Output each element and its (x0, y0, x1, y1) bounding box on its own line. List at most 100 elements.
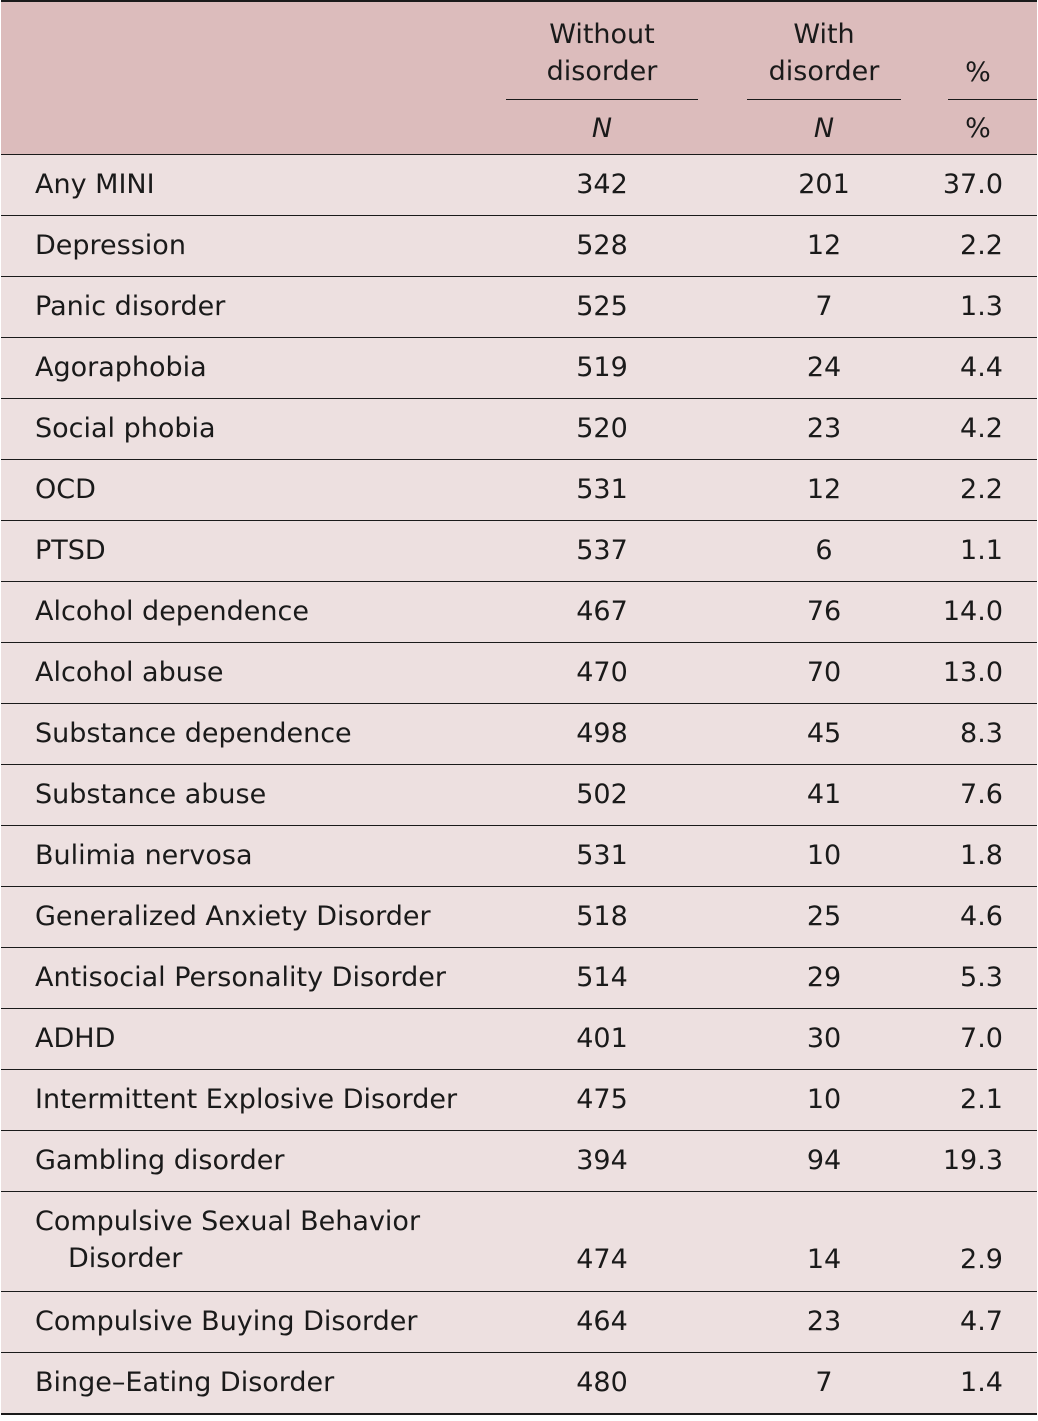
table-row: Bulimia nervosa 531 10 1.8 (1, 826, 1037, 887)
cell-with-disorder: 30 (806, 1023, 842, 1054)
row-label-line1: Compulsive Sexual Behavior (35, 1206, 421, 1237)
table-row: Generalized Anxiety Disorder 518 25 4.6 (1, 887, 1037, 948)
cell-without-disorder: 531 (576, 840, 628, 871)
cell-percent: 1.3 (960, 291, 1003, 322)
row-label: Substance abuse (35, 779, 267, 810)
cell-without-disorder: 480 (576, 1367, 628, 1398)
header-with-line1: With (793, 19, 855, 50)
table-row: Agoraphobia 519 24 4.4 (1, 338, 1037, 399)
table-header: Without disorder With disorder % N N % (1, 2, 1037, 155)
row-label: Antisocial Personality Disorder (35, 962, 447, 993)
cell-percent: 13.0 (942, 657, 1003, 688)
cell-percent: 14.0 (942, 596, 1003, 627)
table-row: Panic disorder 525 7 1.3 (1, 277, 1037, 338)
cell-percent: 1.8 (960, 840, 1003, 871)
table-row: Depression 528 12 2.2 (1, 216, 1037, 277)
cell-without-disorder: 502 (576, 779, 628, 810)
table-row: OCD 531 12 2.2 (1, 460, 1037, 521)
cell-percent: 4.2 (960, 413, 1003, 444)
cell-with-disorder: 201 (798, 169, 850, 200)
cell-without-disorder: 342 (576, 169, 628, 200)
cell-with-disorder: 6 (815, 535, 833, 566)
row-label: Social phobia (35, 413, 216, 444)
cell-with-disorder: 10 (806, 840, 842, 871)
table-row: Antisocial Personality Disorder 514 29 5.3 (1, 948, 1037, 1009)
row-label: Binge–Eating Disorder (35, 1367, 335, 1398)
cell-percent: 4.6 (960, 901, 1003, 932)
cell-with-disorder: 14 (806, 1244, 842, 1275)
cell-with-disorder: 7 (815, 291, 833, 322)
table-row: Compulsive Buying Disorder 464 23 4.7 (1, 1292, 1037, 1353)
row-label: Substance dependence (35, 718, 352, 749)
row-label: PTSD (35, 535, 106, 566)
cell-without-disorder: 498 (576, 718, 628, 749)
cell-without-disorder: 531 (576, 474, 628, 505)
row-label: Alcohol dependence (35, 596, 309, 627)
table-row: ADHD 401 30 7.0 (1, 1009, 1037, 1070)
header-underline-with (747, 99, 901, 100)
cell-without-disorder: 470 (576, 657, 628, 688)
subheader-n-without: N (591, 113, 613, 144)
cell-percent: 2.1 (960, 1084, 1003, 1115)
cell-without-disorder: 519 (576, 352, 628, 383)
cell-with-disorder: 45 (806, 718, 842, 749)
cell-without-disorder: 525 (576, 291, 628, 322)
cell-percent: 4.4 (960, 352, 1003, 383)
cell-percent: 19.3 (942, 1145, 1003, 1176)
row-label: Agoraphobia (35, 352, 207, 383)
cell-with-disorder: 76 (806, 596, 842, 627)
cell-percent: 8.3 (960, 718, 1003, 749)
cell-percent: 4.7 (960, 1306, 1003, 1337)
cell-without-disorder: 520 (576, 413, 628, 444)
cell-without-disorder: 467 (576, 596, 628, 627)
cell-without-disorder: 528 (576, 230, 628, 261)
header-underline-without (506, 99, 698, 100)
cell-without-disorder: 401 (576, 1023, 628, 1054)
cell-without-disorder: 518 (576, 901, 628, 932)
subheader-n-with: N (813, 113, 835, 144)
header-with-disorder: With disorder (747, 16, 901, 90)
cell-without-disorder: 394 (576, 1145, 628, 1176)
header-underline-percent (948, 99, 1037, 100)
cell-with-disorder: 25 (806, 901, 842, 932)
cell-with-disorder: 12 (806, 230, 842, 261)
table-row: Intermittent Explosive Disorder 475 10 2.1 (1, 1070, 1037, 1131)
header-without-disorder: Without disorder (506, 16, 698, 90)
row-label: Depression (35, 230, 186, 261)
table-row: Binge–Eating Disorder 480 7 1.4 (1, 1353, 1037, 1413)
row-label: Bulimia nervosa (35, 840, 253, 871)
cell-with-disorder: 41 (806, 779, 842, 810)
cell-with-disorder: 70 (806, 657, 842, 688)
cell-without-disorder: 474 (576, 1244, 628, 1275)
cell-percent: 1.1 (960, 535, 1003, 566)
cell-with-disorder: 7 (815, 1367, 833, 1398)
table-row: Compulsive Sexual Behavior Disorder 474 14 2… (1, 1192, 1037, 1292)
row-label: ADHD (35, 1023, 116, 1054)
row-label: Alcohol abuse (35, 657, 224, 688)
cell-with-disorder: 12 (806, 474, 842, 505)
table-row: PTSD 537 6 1.1 (1, 521, 1037, 582)
cell-without-disorder: 475 (576, 1084, 628, 1115)
row-label: Compulsive Sexual Behavior Disorder (35, 1203, 495, 1277)
cell-without-disorder: 464 (576, 1306, 628, 1337)
cell-with-disorder: 24 (806, 352, 842, 383)
cell-with-disorder: 23 (806, 1306, 842, 1337)
cell-percent: 7.6 (960, 779, 1003, 810)
table-row: Alcohol dependence 467 76 14.0 (1, 582, 1037, 643)
row-label: Any MINI (35, 169, 155, 200)
subheader-percent: % (965, 113, 991, 144)
table-row: Substance dependence 498 45 8.3 (1, 704, 1037, 765)
row-label: Panic disorder (35, 291, 226, 322)
table-row: Gambling disorder 394 94 19.3 (1, 1131, 1037, 1192)
row-label: Generalized Anxiety Disorder (35, 901, 431, 932)
row-label: Gambling disorder (35, 1145, 285, 1176)
row-label: OCD (35, 474, 96, 505)
cell-without-disorder: 514 (576, 962, 628, 993)
row-label: Compulsive Buying Disorder (35, 1306, 418, 1337)
cell-percent: 2.2 (960, 230, 1003, 261)
cell-with-disorder: 94 (806, 1145, 842, 1176)
cell-percent: 1.4 (960, 1367, 1003, 1398)
header-with-line2: disorder (768, 56, 880, 87)
table-row: Alcohol abuse 470 70 13.0 (1, 643, 1037, 704)
